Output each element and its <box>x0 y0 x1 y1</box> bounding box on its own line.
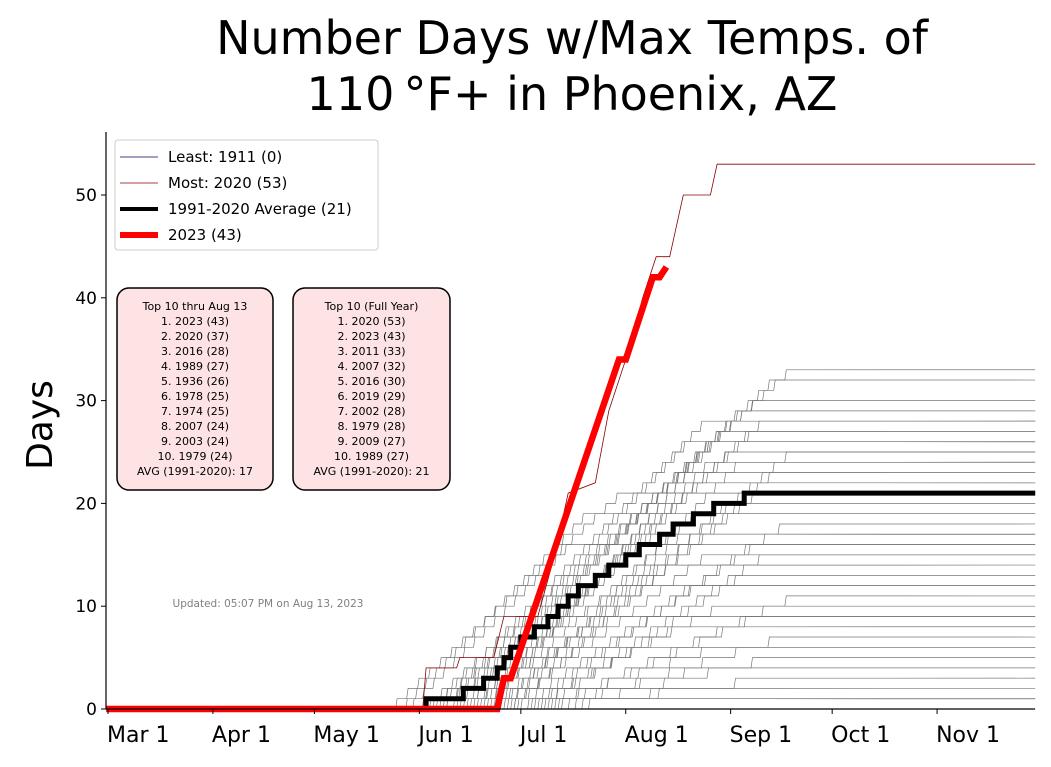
year-line <box>106 616 1036 710</box>
x-tick-label: Sep 1 <box>730 723 792 748</box>
y-axis-label: Days <box>20 380 61 470</box>
box-rank-line: 2. 2020 (37) <box>161 330 229 343</box>
box-rank-line: 7. 2002 (28) <box>337 405 405 418</box>
box-rank-line: 4. 2007 (32) <box>337 360 405 373</box>
box-rank-line: 9. 2003 (24) <box>161 435 229 448</box>
x-tick-label: Jun 1 <box>416 723 473 748</box>
y-tick-label: 40 <box>75 289 97 309</box>
year-2023-line <box>106 265 670 713</box>
legend: Least: 1911 (0) Most: 2020 (53) 1991-2020 … <box>114 139 379 251</box>
axes: 0 10 20 30 40 50 Mar 1 Apr 1 May 1 Jun 1 Jul 1 Aug … <box>75 132 1035 748</box>
y-tick-label: 10 <box>75 597 97 617</box>
updated-timestamp: Updated: 05:07 PM on Aug 13, 2023 <box>173 598 364 610</box>
chart-title-line-2: 110 °F+ in Phoenix, AZ <box>307 67 838 121</box>
year-line <box>106 657 1036 710</box>
box-rank-line: 5. 2016 (30) <box>337 375 405 388</box>
chart-title-line-1: Number Days w/Max Temps. of <box>216 11 930 65</box>
box-rank-line: 10. 1989 (27) <box>334 450 409 463</box>
year-line <box>106 513 1036 710</box>
box-rank-line: 2. 2023 (43) <box>337 330 405 343</box>
y-tick-label: 30 <box>75 392 97 412</box>
x-tick-label: Oct 1 <box>831 723 890 748</box>
legend-label: Least: 1911 (0) <box>168 148 282 166</box>
box-rank-line: 1. 2020 (53) <box>337 315 405 328</box>
most-2020-line <box>106 163 1036 710</box>
year-line <box>106 533 1036 710</box>
box-rank-line: 8. 2007 (24) <box>161 420 229 433</box>
box-rank-line: 10. 1979 (24) <box>157 450 232 463</box>
y-tick-label: 50 <box>75 186 97 206</box>
legend-label: 2023 (43) <box>168 226 242 244</box>
y-tick-label: 0 <box>86 700 97 720</box>
box-rank-line: 7. 1974 (25) <box>161 405 229 418</box>
year-line <box>106 595 1036 710</box>
legend-label: Most: 2020 (53) <box>168 174 287 192</box>
box-rank-line: 5. 1936 (26) <box>161 375 229 388</box>
year-line <box>106 646 1036 710</box>
plot-lines <box>106 163 1036 713</box>
box-rank-line: 6. 2019 (29) <box>337 390 405 403</box>
x-tick-label: Nov 1 <box>936 723 1000 748</box>
x-tick-label: May 1 <box>313 723 379 748</box>
x-tick-label: Mar 1 <box>107 723 170 748</box>
box-rank-line: 3. 2011 (33) <box>337 345 405 358</box>
year-line <box>106 533 1036 710</box>
year-line <box>106 513 1036 710</box>
box-rank-line: 4. 1989 (27) <box>161 360 229 373</box>
average-line <box>106 490 1036 712</box>
box-rank-line: 1. 2023 (43) <box>161 315 229 328</box>
box-rank-line: 3. 2016 (28) <box>161 345 229 358</box>
x-tick-label: Apr 1 <box>212 723 271 748</box>
year-line <box>106 554 1036 710</box>
box-title: Top 10 thru Aug 13 <box>142 300 248 313</box>
year-line <box>106 677 1036 710</box>
box-rank-line: 8. 1979 (28) <box>337 420 405 433</box>
box-rank-line: 9. 2009 (27) <box>337 435 405 448</box>
box-average: AVG (1991-2020): 17 <box>137 465 253 478</box>
y-tick-label: 20 <box>75 494 97 514</box>
year-line <box>106 636 1036 710</box>
box-title: Top 10 (Full Year) <box>324 300 419 313</box>
year-line <box>106 616 1036 710</box>
x-tick-label: Aug 1 <box>625 723 689 748</box>
top10-thru-date-box: Top 10 thru Aug 13 1. 2023 (43) 2. 2020 (3… <box>116 287 274 491</box>
box-average: AVG (1991-2020): 21 <box>313 465 429 478</box>
year-line <box>106 554 1036 710</box>
year-line <box>106 420 1036 710</box>
legend-label: 1991-2020 Average (21) <box>168 200 352 218</box>
box-rank-line: 6. 1978 (25) <box>161 390 229 403</box>
top10-full-year-box: Top 10 (Full Year) 1. 2020 (53) 2. 2023 (4… <box>292 287 451 491</box>
x-tick-label: Jul 1 <box>518 723 568 748</box>
